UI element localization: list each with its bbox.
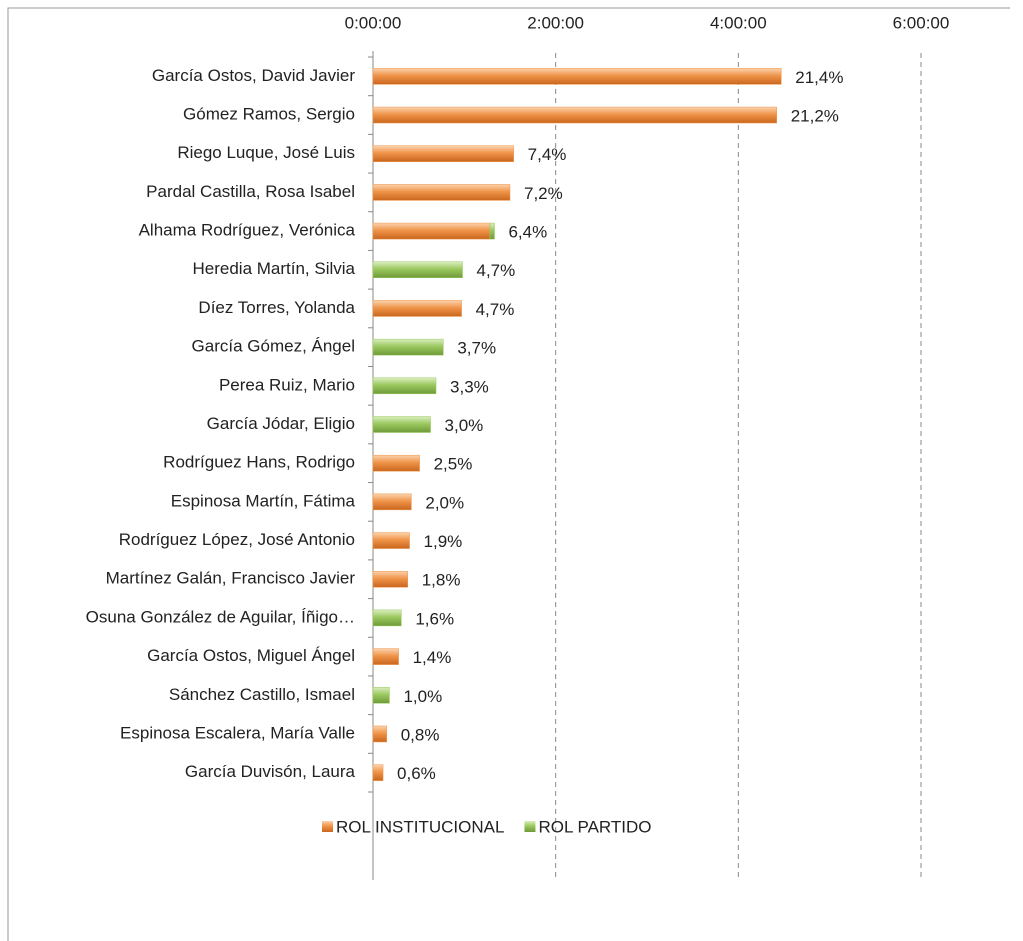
percent-label: 1,9% — [424, 532, 463, 551]
bar — [372, 377, 437, 395]
x-tick-label: 4:00:00 — [710, 13, 767, 32]
percent-label: 1,8% — [422, 571, 461, 590]
percent-label: 7,2% — [524, 184, 563, 203]
y-tick-label: Riego Luque, José Luis — [177, 143, 355, 162]
bar — [372, 184, 511, 201]
y-tick-label: Heredia Martín, Silvia — [192, 259, 355, 278]
y-tick-label: Pardal Castilla, Rosa Isabel — [146, 182, 355, 201]
bar — [372, 416, 431, 433]
bar — [372, 300, 462, 317]
y-tick-label: García Gómez, Ángel — [192, 337, 355, 356]
percent-label: 4,7% — [476, 300, 515, 319]
y-tick-label: Espinosa Escalera, María Valle — [120, 723, 355, 742]
bar — [372, 609, 402, 627]
percent-label: 3,3% — [450, 377, 489, 396]
y-tick-label: Sánchez Castillo, Ismael — [169, 685, 355, 704]
percent-label: 4,7% — [477, 261, 516, 280]
y-tick-label: Osuna González de Aguilar, Íñigo… — [86, 607, 355, 626]
percent-label: 1,6% — [415, 609, 454, 628]
bar — [372, 106, 777, 124]
bar — [372, 648, 399, 665]
x-tick-label: 6:00:00 — [893, 13, 950, 32]
y-tick-label: García Jódar, Eligio — [207, 414, 355, 433]
percent-label: 21,4% — [795, 68, 843, 87]
legend-swatch — [524, 821, 536, 832]
y-tick-label: Espinosa Martín, Fátima — [171, 491, 356, 510]
bar — [372, 725, 387, 743]
x-tick-label: 2:00:00 — [527, 13, 584, 32]
bar — [372, 68, 782, 85]
percent-label: 3,7% — [457, 339, 496, 358]
legend-swatch — [322, 821, 333, 832]
bar — [372, 454, 420, 472]
bar — [372, 222, 491, 240]
x-tick-label: 0:00:00 — [345, 13, 402, 32]
percent-label: 0,6% — [397, 764, 436, 783]
percent-label: 21,2% — [791, 107, 839, 126]
percent-label: 1,0% — [403, 687, 442, 706]
percent-label: 0,8% — [401, 725, 440, 744]
percent-label: 1,4% — [413, 648, 452, 667]
bar — [489, 222, 495, 240]
y-tick-label: Rodríguez Hans, Rodrigo — [163, 453, 355, 472]
y-tick-label: Gómez Ramos, Sergio — [183, 105, 355, 124]
bar — [372, 493, 412, 511]
y-tick-label: Díez Torres, Yolanda — [198, 298, 355, 317]
y-tick-label: García Ostos, David Javier — [152, 66, 355, 85]
percent-label: 2,5% — [434, 455, 473, 474]
bar — [372, 145, 514, 162]
y-tick-label: Alhama Rodríguez, Verónica — [139, 221, 356, 240]
percent-label: 6,4% — [508, 223, 547, 242]
bar — [372, 261, 463, 279]
y-tick-label: Perea Ruiz, Mario — [219, 375, 355, 394]
percent-label: 3,0% — [445, 416, 484, 435]
bar — [372, 687, 390, 704]
bar — [372, 338, 444, 356]
bar — [372, 570, 408, 588]
legend-label: ROL PARTIDO — [538, 817, 651, 836]
percent-label: 2,0% — [425, 493, 464, 512]
percent-label: 7,4% — [528, 145, 567, 164]
bar — [372, 532, 410, 549]
y-tick-label: Martínez Galán, Francisco Javier — [106, 569, 356, 588]
legend-label: ROL INSTITUCIONAL — [336, 817, 504, 836]
bar — [372, 764, 384, 781]
frame — [7, 7, 1010, 941]
y-tick-label: García Ostos, Miguel Ángel — [147, 646, 355, 665]
y-tick-label: Rodríguez López, José Antonio — [119, 530, 355, 549]
y-tick-label: García Duvisón, Laura — [185, 762, 356, 781]
